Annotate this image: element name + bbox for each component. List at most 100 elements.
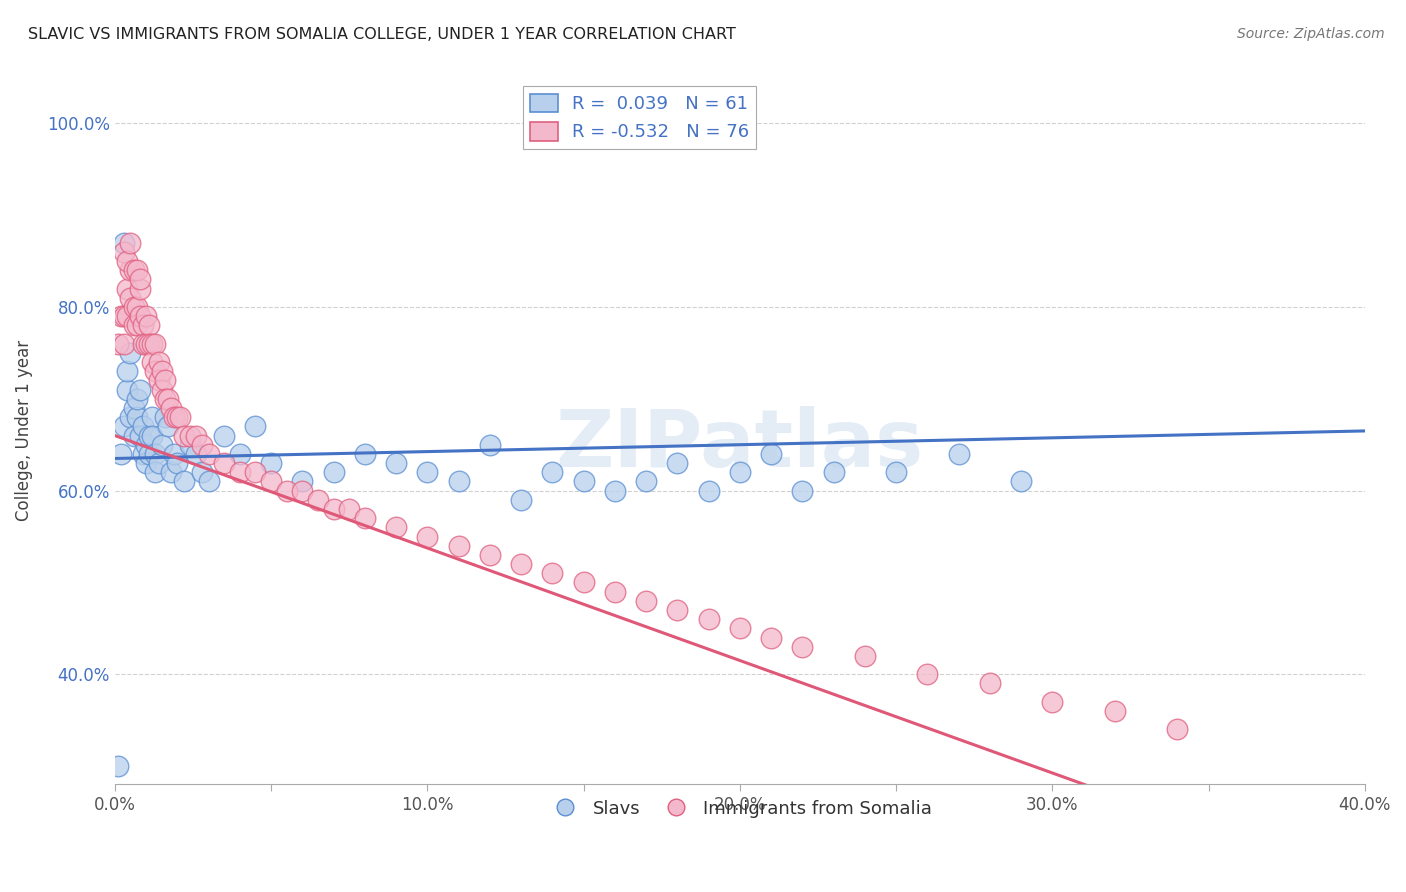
Point — [697, 483, 720, 498]
Point — [138, 318, 160, 333]
Point — [148, 373, 170, 387]
Point — [112, 309, 135, 323]
Legend: Slavs, Immigrants from Somalia: Slavs, Immigrants from Somalia — [540, 792, 939, 825]
Point — [184, 447, 207, 461]
Point — [634, 475, 657, 489]
Point — [107, 759, 129, 773]
Point — [166, 410, 188, 425]
Point — [603, 584, 626, 599]
Point — [229, 465, 252, 479]
Point — [117, 383, 139, 397]
Point — [728, 621, 751, 635]
Point — [148, 456, 170, 470]
Point — [150, 383, 173, 397]
Point — [541, 465, 564, 479]
Point — [112, 419, 135, 434]
Point — [1166, 723, 1188, 737]
Point — [112, 336, 135, 351]
Point — [173, 475, 195, 489]
Point — [125, 318, 148, 333]
Point — [141, 336, 163, 351]
Point — [478, 548, 501, 562]
Point — [145, 465, 167, 479]
Point — [979, 676, 1001, 690]
Point — [107, 336, 129, 351]
Point — [117, 364, 139, 378]
Point — [148, 355, 170, 369]
Point — [120, 291, 142, 305]
Point — [117, 309, 139, 323]
Point — [125, 300, 148, 314]
Point — [141, 428, 163, 442]
Point — [169, 410, 191, 425]
Point — [163, 447, 186, 461]
Point — [122, 300, 145, 314]
Point — [138, 428, 160, 442]
Point — [120, 235, 142, 250]
Point — [416, 465, 439, 479]
Point — [666, 603, 689, 617]
Point — [510, 557, 533, 571]
Point — [156, 392, 179, 406]
Point — [260, 456, 283, 470]
Point — [122, 318, 145, 333]
Point — [135, 309, 157, 323]
Point — [153, 392, 176, 406]
Point — [603, 483, 626, 498]
Point — [135, 438, 157, 452]
Point — [117, 254, 139, 268]
Point — [1104, 704, 1126, 718]
Point — [145, 447, 167, 461]
Point — [322, 465, 344, 479]
Point — [128, 428, 150, 442]
Point — [792, 640, 814, 654]
Point — [138, 447, 160, 461]
Point — [572, 575, 595, 590]
Point — [245, 419, 267, 434]
Point — [160, 465, 183, 479]
Point — [212, 456, 235, 470]
Point — [132, 419, 155, 434]
Point — [917, 667, 939, 681]
Point — [191, 438, 214, 452]
Point — [447, 539, 470, 553]
Point — [385, 456, 408, 470]
Point — [150, 364, 173, 378]
Point — [160, 401, 183, 415]
Point — [141, 410, 163, 425]
Point — [197, 475, 219, 489]
Text: Source: ZipAtlas.com: Source: ZipAtlas.com — [1237, 27, 1385, 41]
Point — [122, 263, 145, 277]
Text: SLAVIC VS IMMIGRANTS FROM SOMALIA COLLEGE, UNDER 1 YEAR CORRELATION CHART: SLAVIC VS IMMIGRANTS FROM SOMALIA COLLEG… — [28, 27, 735, 42]
Point — [135, 456, 157, 470]
Point — [291, 475, 314, 489]
Point — [112, 244, 135, 259]
Point — [128, 282, 150, 296]
Point — [110, 447, 132, 461]
Point — [120, 410, 142, 425]
Point — [125, 410, 148, 425]
Point — [291, 483, 314, 498]
Point — [153, 373, 176, 387]
Point — [853, 648, 876, 663]
Point — [197, 447, 219, 461]
Point — [447, 475, 470, 489]
Point — [145, 364, 167, 378]
Point — [697, 612, 720, 626]
Point — [128, 309, 150, 323]
Point — [125, 263, 148, 277]
Point — [184, 428, 207, 442]
Point — [385, 520, 408, 534]
Point — [1010, 475, 1032, 489]
Point — [110, 309, 132, 323]
Point — [245, 465, 267, 479]
Point — [173, 428, 195, 442]
Point — [353, 447, 375, 461]
Point — [759, 631, 782, 645]
Point — [166, 456, 188, 470]
Point — [948, 447, 970, 461]
Point — [179, 428, 201, 442]
Point — [122, 428, 145, 442]
Point — [759, 447, 782, 461]
Point — [337, 502, 360, 516]
